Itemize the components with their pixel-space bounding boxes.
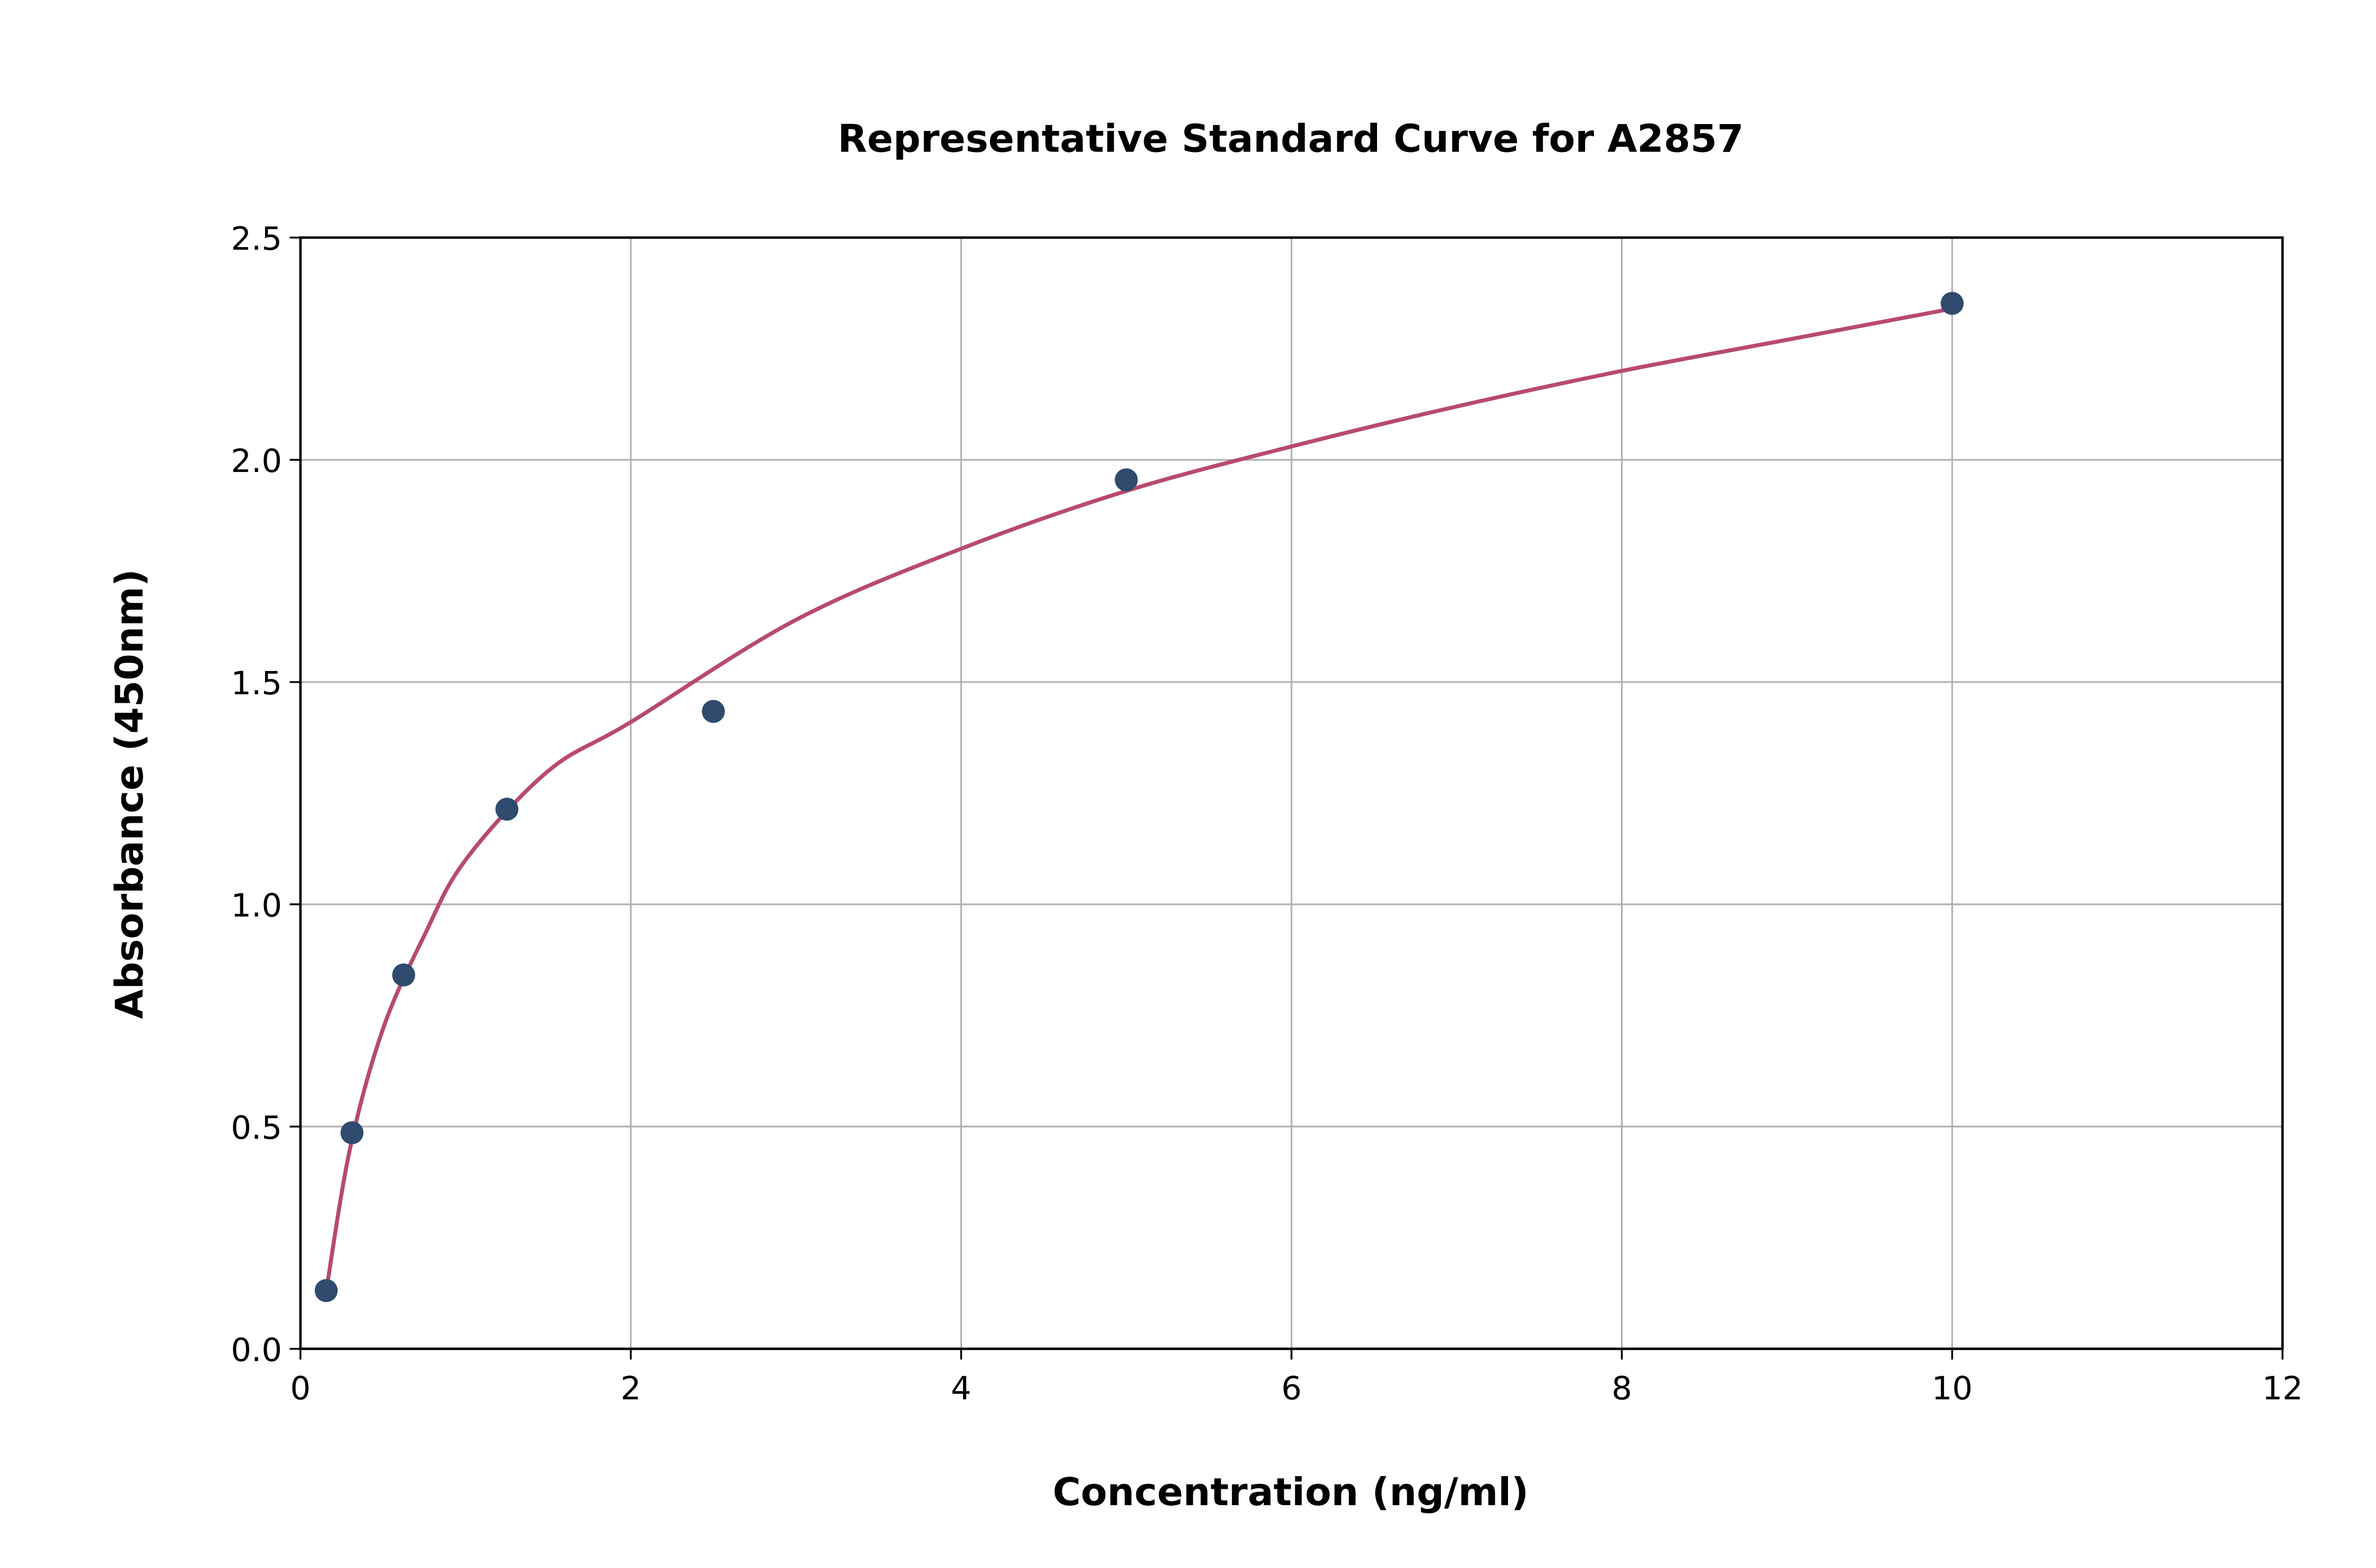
- data-point: [392, 963, 416, 987]
- y-tick-label: 0.5: [231, 1109, 282, 1147]
- fit-curve-layer: [324, 307, 1953, 1292]
- y-tick-label: 1.5: [231, 665, 282, 702]
- data-point: [702, 700, 725, 723]
- x-tick-label: 0: [290, 1370, 311, 1408]
- chart-title: Representative Standard Curve for A2857: [838, 117, 1744, 161]
- x-tick-label: 8: [1611, 1370, 1632, 1408]
- y-tick-label: 1.0: [231, 887, 282, 924]
- grid: [299, 237, 2284, 1350]
- x-tick-label: 6: [1281, 1370, 1302, 1408]
- x-tick-label: 4: [951, 1370, 972, 1408]
- x-tick-label: 12: [2262, 1370, 2303, 1408]
- x-axis-label: Concentration (ng/ml): [1053, 1470, 1529, 1515]
- data-point: [1940, 291, 1964, 315]
- fit-curve-line: [324, 307, 1953, 1292]
- data-points-layer: [315, 291, 1964, 1302]
- x-tick-label: 2: [620, 1370, 641, 1408]
- x-tick-label: 10: [1931, 1370, 1973, 1408]
- data-point: [315, 1279, 338, 1302]
- y-tick-label: 2.5: [231, 220, 282, 258]
- data-point: [340, 1121, 364, 1145]
- data-point: [1115, 468, 1138, 492]
- data-point: [495, 797, 518, 821]
- ticks: 0 2 4 6 8 10 12 0.0 0.5 1.0 1.5 2.0 2.5: [231, 220, 2303, 1407]
- y-axis-label: Absorbance (450nm): [108, 569, 152, 1019]
- y-tick-label: 2.0: [231, 442, 282, 480]
- y-tick-label: 0.0: [231, 1331, 282, 1369]
